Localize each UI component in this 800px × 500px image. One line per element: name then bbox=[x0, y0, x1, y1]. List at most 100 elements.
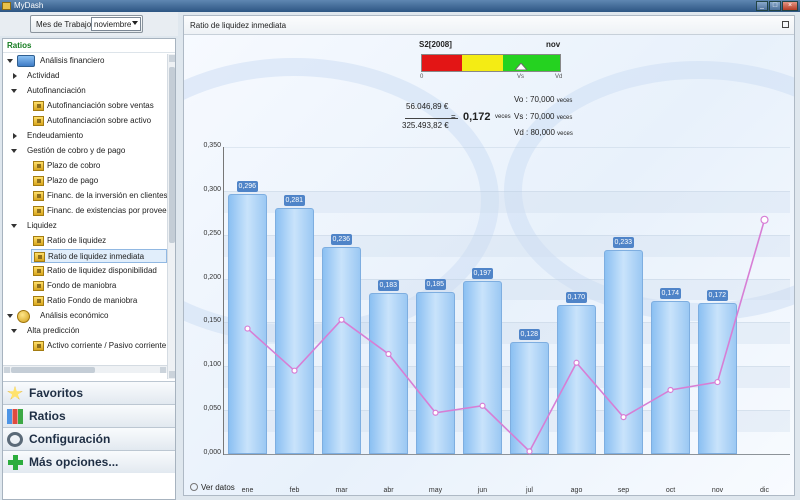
collapsed-triangle-icon[interactable] bbox=[13, 73, 17, 79]
tree-item-label: Fondo de maniobra bbox=[47, 281, 117, 290]
y-tick-label: 0,000 bbox=[203, 449, 221, 456]
tree-item[interactable]: Financ. de la inversión en clientes bbox=[31, 189, 167, 203]
chevron-down-icon[interactable] bbox=[132, 21, 138, 25]
tree-item[interactable]: Ratio de liquidez disponibilidad bbox=[31, 264, 167, 278]
scroll-right-icon[interactable] bbox=[160, 367, 166, 373]
bar-mar[interactable] bbox=[322, 247, 361, 454]
collapsed-triangle-icon[interactable] bbox=[13, 133, 17, 139]
trend-point[interactable] bbox=[667, 386, 674, 394]
y-tick-label: 0,300 bbox=[203, 185, 221, 193]
tree-item[interactable]: Ratio de liquidez bbox=[31, 234, 167, 248]
bar-value-label: 0,183 bbox=[377, 280, 400, 292]
gauge-red-segment bbox=[422, 55, 462, 71]
restore-icon[interactable] bbox=[782, 21, 789, 28]
mas-opciones-label: Más opciones... bbox=[29, 455, 119, 469]
expanded-triangle-icon[interactable] bbox=[11, 224, 17, 228]
scroll-up-icon[interactable] bbox=[169, 55, 175, 62]
bar-feb[interactable] bbox=[275, 207, 314, 454]
trend-point[interactable] bbox=[526, 448, 533, 455]
bar-ago[interactable] bbox=[557, 304, 596, 454]
gauge-yellow-segment bbox=[462, 55, 503, 71]
tree-item[interactable]: Fondo de maniobra bbox=[31, 279, 167, 293]
expanded-triangle-icon[interactable] bbox=[11, 329, 17, 333]
tree-item[interactable]: Plazo de cobro bbox=[31, 159, 167, 173]
ratios-button[interactable]: Ratios bbox=[3, 404, 175, 427]
tree-item[interactable]: Autofinanciación bbox=[7, 84, 167, 98]
trend-point[interactable] bbox=[338, 316, 345, 323]
y-tick-label: 0,100 bbox=[203, 361, 221, 369]
trend-point[interactable] bbox=[620, 414, 627, 421]
ratio-icon bbox=[33, 206, 44, 216]
bar-oct[interactable] bbox=[651, 301, 690, 454]
mas-opciones-button[interactable]: Más opciones... bbox=[3, 450, 175, 473]
bar-value-label: 0,296 bbox=[236, 181, 259, 193]
trend-point[interactable] bbox=[760, 215, 769, 224]
scroll-thumb[interactable] bbox=[169, 67, 175, 243]
tree-item[interactable]: Análisis económico bbox=[3, 309, 163, 323]
star-icon bbox=[7, 386, 23, 400]
formula-unit: veces bbox=[495, 114, 511, 120]
bar-ene[interactable] bbox=[228, 194, 267, 454]
tree-item[interactable]: Ratio Fondo de maniobra bbox=[31, 294, 167, 308]
x-tick-label: jul bbox=[525, 487, 533, 494]
ratio-icon bbox=[33, 296, 44, 306]
trend-point[interactable] bbox=[479, 402, 486, 409]
horizontal-scroll-thumb[interactable] bbox=[11, 367, 95, 373]
ver-datos-toggle[interactable]: Ver datos bbox=[190, 483, 235, 492]
tree-item[interactable]: Autofinanciación sobre activo bbox=[31, 114, 167, 128]
minimize-button[interactable]: _ bbox=[756, 1, 768, 11]
ratio-icon bbox=[33, 266, 44, 276]
tree-vertical-scrollbar[interactable] bbox=[167, 54, 175, 379]
scroll-down-icon[interactable] bbox=[169, 371, 175, 378]
trend-point[interactable] bbox=[385, 350, 392, 358]
tree-item[interactable]: Ratio de liquidez inmediata bbox=[31, 249, 167, 263]
trend-point[interactable] bbox=[432, 409, 439, 416]
bar-jul[interactable] bbox=[510, 341, 549, 454]
bar-may[interactable] bbox=[416, 291, 455, 454]
maximize-button[interactable]: □ bbox=[769, 1, 781, 11]
ratio-icon bbox=[33, 191, 44, 201]
tree-horizontal-scrollbar[interactable] bbox=[3, 365, 167, 373]
x-tick-label: ago bbox=[570, 487, 583, 494]
tree-item[interactable]: Endeudamiento bbox=[7, 129, 167, 143]
expanded-triangle-icon[interactable] bbox=[7, 314, 13, 318]
work-month-select[interactable]: noviembre bbox=[91, 17, 141, 31]
configuracion-button[interactable]: Configuración bbox=[3, 427, 175, 450]
expanded-triangle-icon[interactable] bbox=[11, 89, 17, 93]
tree-item[interactable]: Liquidez bbox=[7, 219, 167, 233]
grid-line bbox=[224, 366, 790, 368]
expanded-triangle-icon[interactable] bbox=[7, 59, 13, 63]
bar-abr[interactable] bbox=[369, 293, 408, 454]
tree-item-label: Ratio Fondo de maniobra bbox=[47, 296, 138, 305]
favoritos-button[interactable]: Favoritos bbox=[3, 381, 175, 404]
tree-item[interactable]: Autofinanciación sobre ventas bbox=[31, 99, 167, 113]
tree-item[interactable]: Gestión de cobro y de pago bbox=[7, 144, 167, 158]
tree-item[interactable]: Activo corriente / Pasivo corriente bbox=[31, 339, 167, 353]
tree-item[interactable]: Actividad bbox=[7, 69, 167, 83]
trend-point[interactable] bbox=[291, 367, 298, 374]
trend-point[interactable] bbox=[573, 359, 580, 366]
window-titlebar: MyDash _ □ × bbox=[0, 0, 800, 12]
tree-item-label: Ratio de liquidez disponibilidad bbox=[47, 266, 157, 275]
trend-point[interactable] bbox=[244, 325, 251, 332]
tree-item[interactable]: Análisis financiero bbox=[3, 54, 163, 68]
trend-point[interactable] bbox=[714, 378, 721, 386]
tree-item[interactable]: Plazo de pago bbox=[31, 174, 167, 188]
sidebar: Ratios Análisis financiero Actividad Autof… bbox=[2, 38, 176, 500]
tree-item-label: Autofinanciación bbox=[27, 86, 86, 95]
expanded-triangle-icon[interactable] bbox=[11, 149, 17, 153]
app-icon bbox=[2, 2, 11, 10]
bar-nov[interactable] bbox=[698, 303, 737, 454]
ratios-header: Ratios bbox=[3, 39, 175, 53]
scroll-left-icon[interactable] bbox=[4, 367, 10, 373]
bar-jun[interactable] bbox=[463, 281, 502, 454]
y-tick-label: 0,350 bbox=[203, 142, 221, 149]
tree-item[interactable]: Financ. de existencias por proveedores bbox=[31, 204, 167, 218]
bar-value-label: 0,170 bbox=[565, 291, 588, 303]
close-button[interactable]: × bbox=[782, 1, 798, 11]
expand-icon[interactable] bbox=[190, 483, 198, 491]
y-axis bbox=[223, 147, 224, 455]
bar-value-label: 0,185 bbox=[424, 278, 447, 290]
folder-icon bbox=[17, 55, 35, 67]
tree-item[interactable]: Alta predicción bbox=[7, 324, 167, 338]
